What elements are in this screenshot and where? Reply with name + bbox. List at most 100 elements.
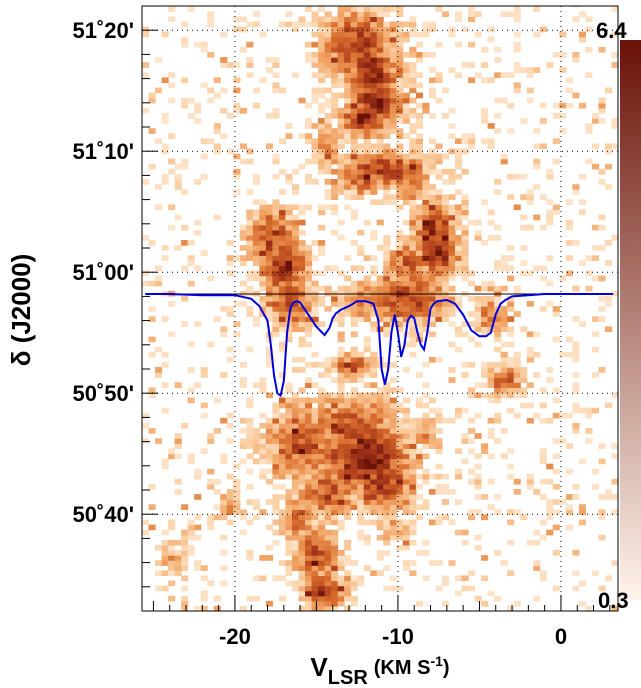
heatmap-cell: [376, 36, 384, 43]
heatmap-cell: [468, 585, 476, 592]
heatmap-cell: [539, 306, 547, 312]
heatmap-cell: [402, 448, 410, 455]
heatmap-cell: [500, 326, 508, 333]
heatmap-cell: [526, 270, 534, 277]
heatmap-cell: [311, 575, 319, 582]
heatmap-cell: [376, 448, 384, 455]
heatmap-cell: [396, 463, 404, 470]
heatmap-cell: [311, 529, 319, 536]
heatmap-cell: [513, 351, 521, 358]
heatmap-cell: [265, 351, 274, 358]
heatmap-cell: [318, 458, 326, 465]
heatmap-cell: [291, 458, 300, 465]
heatmap-cell: [448, 234, 456, 241]
heatmap-cell: [415, 189, 423, 195]
heatmap-cell: [285, 387, 293, 394]
heatmap-cell: [291, 72, 300, 78]
heatmap-cell: [507, 245, 515, 251]
heatmap-cell: [526, 356, 534, 363]
x-axis: -20 -10 0: [152, 595, 611, 649]
heatmap-cell: [331, 438, 339, 444]
heatmap-cell: [350, 173, 358, 180]
heatmap-cell: [415, 214, 423, 221]
heatmap-cell: [344, 67, 352, 73]
heatmap-cell: [324, 138, 332, 145]
heatmap-cell: [383, 184, 391, 190]
heatmap-cell: [265, 499, 274, 505]
heatmap-cell: [291, 184, 300, 190]
heatmap-cell: [337, 118, 345, 124]
heatmap-cell: [259, 77, 267, 84]
heatmap-cell: [142, 72, 150, 78]
heatmap-cell: [161, 143, 169, 150]
heatmap-cell: [357, 128, 365, 134]
heatmap-cell: [246, 428, 254, 434]
heatmap-cell: [305, 280, 313, 287]
heatmap-cell: [370, 468, 378, 475]
heatmap-cell: [402, 524, 410, 531]
heatmap-cell: [376, 133, 384, 139]
heatmap-cell: [520, 224, 528, 231]
heatmap-cell: [337, 382, 345, 388]
heatmap-cell: [305, 6, 313, 12]
heatmap-cell: [291, 26, 300, 33]
heatmap-cell: [194, 219, 202, 226]
heatmap-cell: [363, 397, 371, 404]
heatmap-cell: [578, 199, 586, 206]
heatmap-cell: [383, 514, 391, 521]
heatmap-cell: [415, 428, 423, 434]
heatmap-cell: [402, 62, 410, 68]
heatmap-cell: [265, 555, 274, 561]
heatmap-cell: [363, 428, 371, 434]
heatmap-cell: [298, 463, 306, 470]
heatmap-cell: [148, 97, 156, 104]
heatmap-cell: [318, 118, 326, 124]
heatmap-cell: [389, 285, 397, 292]
heatmap-cell: [148, 280, 156, 287]
heatmap-cell: [474, 544, 482, 551]
heatmap-cell: [598, 494, 606, 500]
heatmap-cell: [213, 428, 221, 434]
heatmap-cell: [546, 499, 554, 505]
heatmap-cell: [507, 519, 515, 526]
heatmap-cell: [318, 285, 326, 292]
heatmap-cell: [370, 102, 378, 109]
heatmap-cell: [272, 499, 280, 505]
heatmap-cell: [318, 504, 326, 510]
heatmap-cell: [363, 504, 371, 510]
heatmap-cell: [546, 214, 554, 221]
heatmap-cell: [285, 331, 293, 338]
heatmap-cell: [363, 179, 371, 185]
heatmap-cell: [461, 133, 469, 139]
heatmap-cell: [357, 438, 365, 444]
heatmap-cell: [161, 529, 169, 536]
heatmap-cell: [533, 143, 541, 150]
heatmap-cell: [357, 31, 365, 38]
heatmap-cell: [220, 326, 228, 333]
heatmap-cell: [331, 494, 339, 500]
heatmap-cell: [409, 16, 417, 23]
heatmap-cell: [552, 524, 560, 531]
heatmap-cell: [298, 544, 306, 551]
heatmap-cell: [383, 285, 391, 292]
heatmap-cell: [344, 499, 352, 505]
heatmap-cell: [291, 422, 300, 429]
heatmap-cell: [474, 285, 482, 292]
heatmap-cell: [526, 189, 534, 195]
heatmap-cell: [435, 234, 443, 241]
heatmap-cell: [252, 11, 260, 18]
heatmap-cell: [311, 240, 319, 246]
heatmap-cell: [370, 46, 378, 53]
heatmap-cell: [409, 229, 417, 236]
heatmap-cell: [481, 199, 489, 206]
heatmap-cell: [422, 417, 430, 424]
heatmap-cell: [376, 570, 384, 577]
heatmap-cell: [344, 463, 352, 470]
heatmap-cell: [468, 570, 476, 577]
heatmap-cell: [363, 341, 371, 348]
heatmap-cell: [311, 300, 319, 307]
heatmap-cell: [357, 529, 365, 536]
heatmap-cell: [194, 118, 202, 124]
heatmap-cell: [213, 489, 221, 495]
heatmap-cell: [520, 402, 528, 409]
